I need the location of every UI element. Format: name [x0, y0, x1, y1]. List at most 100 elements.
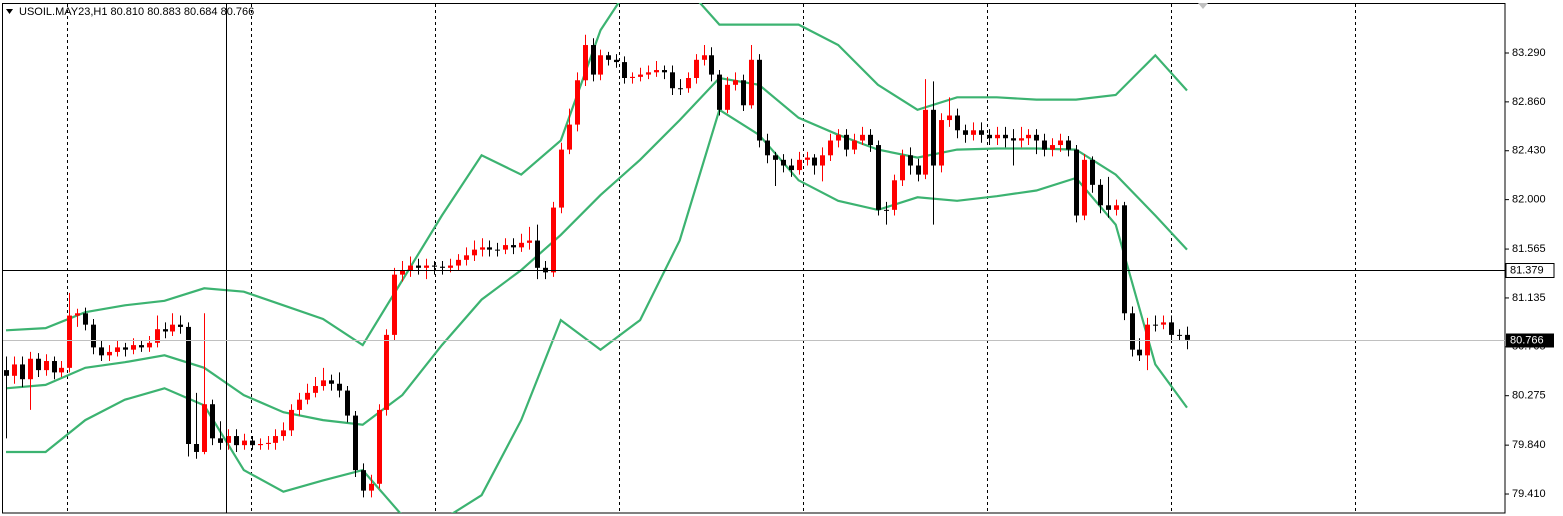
candle-body [408, 265, 413, 271]
candle-body [1169, 322, 1174, 335]
candle-body [321, 380, 326, 387]
candle-body [614, 59, 619, 63]
candle-body [717, 74, 722, 110]
y-tick-label: 82.860 [1512, 96, 1546, 108]
crosshair-label-box [1505, 263, 1555, 278]
candle-body [480, 247, 485, 250]
candle-body [575, 80, 580, 125]
candle-body [202, 404, 207, 452]
candle-body [361, 470, 366, 491]
candle-body [1011, 138, 1016, 141]
candle-body [1130, 313, 1135, 350]
candle-body [757, 59, 762, 141]
candle-body [440, 266, 445, 268]
candle-body [527, 240, 532, 243]
y-tick-label: 83.290 [1512, 47, 1546, 59]
candle-body [860, 134, 865, 141]
candle-body [947, 115, 952, 121]
candle-body [1098, 184, 1103, 206]
candle-body [654, 70, 659, 73]
candle-body [702, 55, 707, 60]
candle-body [266, 442, 271, 445]
candle-body [52, 361, 57, 373]
candle-body [59, 367, 64, 373]
y-tick-label: 81.135 [1512, 292, 1546, 304]
candle-body [194, 444, 199, 452]
candle-body [931, 109, 936, 166]
candle-body [884, 209, 889, 211]
candle-body [519, 242, 524, 248]
candle-body [511, 245, 516, 248]
candle-body [4, 370, 9, 376]
candle-body [995, 134, 1000, 139]
candle-body [377, 409, 382, 484]
candle-body [44, 361, 49, 371]
candle-body [400, 270, 405, 275]
candle-body [1082, 159, 1087, 216]
candle-body [1137, 349, 1142, 356]
y-tick-label: 79.840 [1512, 439, 1546, 451]
candle-body [828, 140, 833, 156]
candle-body [139, 345, 144, 348]
candle-body [559, 149, 564, 208]
candle-body [971, 130, 976, 135]
candle-body [963, 130, 968, 135]
candle-body [820, 155, 825, 166]
candle-body [186, 326, 191, 445]
candle-body [939, 120, 944, 166]
candle-body [646, 72, 651, 75]
candle-body [535, 240, 540, 268]
chart-title: USOIL.MAY23,H1 80.810 80.883 80.684 80.7… [19, 6, 254, 18]
candle-body [416, 265, 421, 268]
candle-body [147, 342, 152, 348]
candle-body [1122, 205, 1127, 314]
candle-body [765, 140, 770, 156]
candle-body [1074, 149, 1079, 216]
candle-body [1145, 324, 1150, 356]
candle-body [733, 80, 738, 85]
candle-body [305, 392, 310, 400]
candle-body [289, 409, 294, 431]
candle-body [472, 249, 477, 256]
candle-body [131, 345, 136, 350]
candle-body [606, 55, 611, 60]
candle-body [170, 324, 175, 332]
candle-body [12, 364, 17, 376]
candle-body [1153, 324, 1158, 326]
candle-body [242, 440, 247, 446]
candle-body [495, 249, 500, 251]
candle-body [329, 380, 334, 384]
candle-body [709, 55, 714, 75]
candle-body [464, 255, 469, 260]
candle-body [107, 351, 112, 356]
candle-body [115, 347, 120, 352]
candle-body [583, 45, 588, 81]
candle-body [75, 313, 80, 316]
candle-body [432, 265, 437, 267]
candle-body [297, 399, 302, 410]
candle-body [741, 80, 746, 106]
candle-body [749, 59, 754, 106]
y-tick-label: 82.000 [1512, 194, 1546, 206]
candle-body [1185, 334, 1190, 340]
candle-body [955, 115, 960, 131]
candle-body [313, 386, 318, 393]
menu-arrow [6, 9, 13, 14]
candle-body [725, 84, 730, 110]
candle-body [28, 358, 33, 380]
price-axis: 83.290 82.860 82.430 82.000 81.565 81.135 80.7… [1505, 47, 1546, 500]
candle-body [99, 347, 104, 356]
last-price-box [1506, 333, 1554, 348]
candle-body [226, 436, 231, 443]
candle-body [20, 364, 25, 380]
candle-body [916, 165, 921, 175]
candle-body [686, 77, 691, 89]
candle-body [1003, 134, 1008, 139]
candle-body [234, 436, 239, 446]
candles [4, 34, 1190, 498]
candle-body [353, 415, 358, 471]
candle-body [424, 265, 429, 268]
